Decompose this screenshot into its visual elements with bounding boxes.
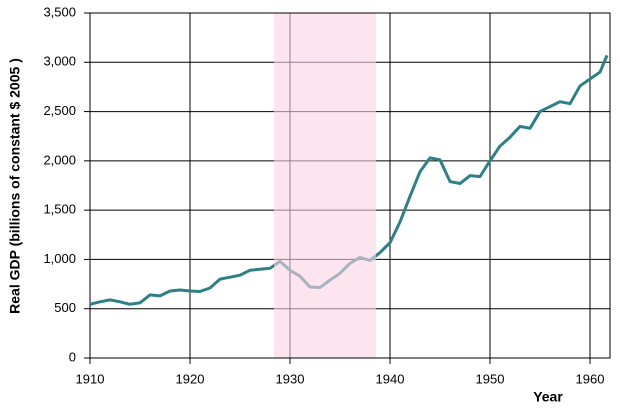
shaded-period <box>274 13 376 358</box>
x-tick-label: 1910 <box>76 371 105 386</box>
y-tick-label: 2,500 <box>43 103 76 118</box>
x-tick-label: 1940 <box>376 371 405 386</box>
y-tick-label: 3,000 <box>43 54 76 69</box>
x-tick-label: 1920 <box>176 371 205 386</box>
x-tick-label: 1960 <box>576 371 605 386</box>
y-tick-label: 3,500 <box>43 4 76 19</box>
x-tick-label: 1930 <box>276 371 305 386</box>
x-axis-title: Year <box>533 389 563 405</box>
x-tick-label: 1950 <box>476 371 505 386</box>
y-tick-label: 0 <box>69 349 76 364</box>
y-tick-label: 2,000 <box>43 152 76 167</box>
y-tick-label: 1,000 <box>43 251 76 266</box>
y-tick-label: 1,500 <box>43 202 76 217</box>
y-tick-label: 500 <box>54 300 76 315</box>
y-axis-title: Real GDP (billions of constant $ 2005 ) <box>7 58 23 314</box>
